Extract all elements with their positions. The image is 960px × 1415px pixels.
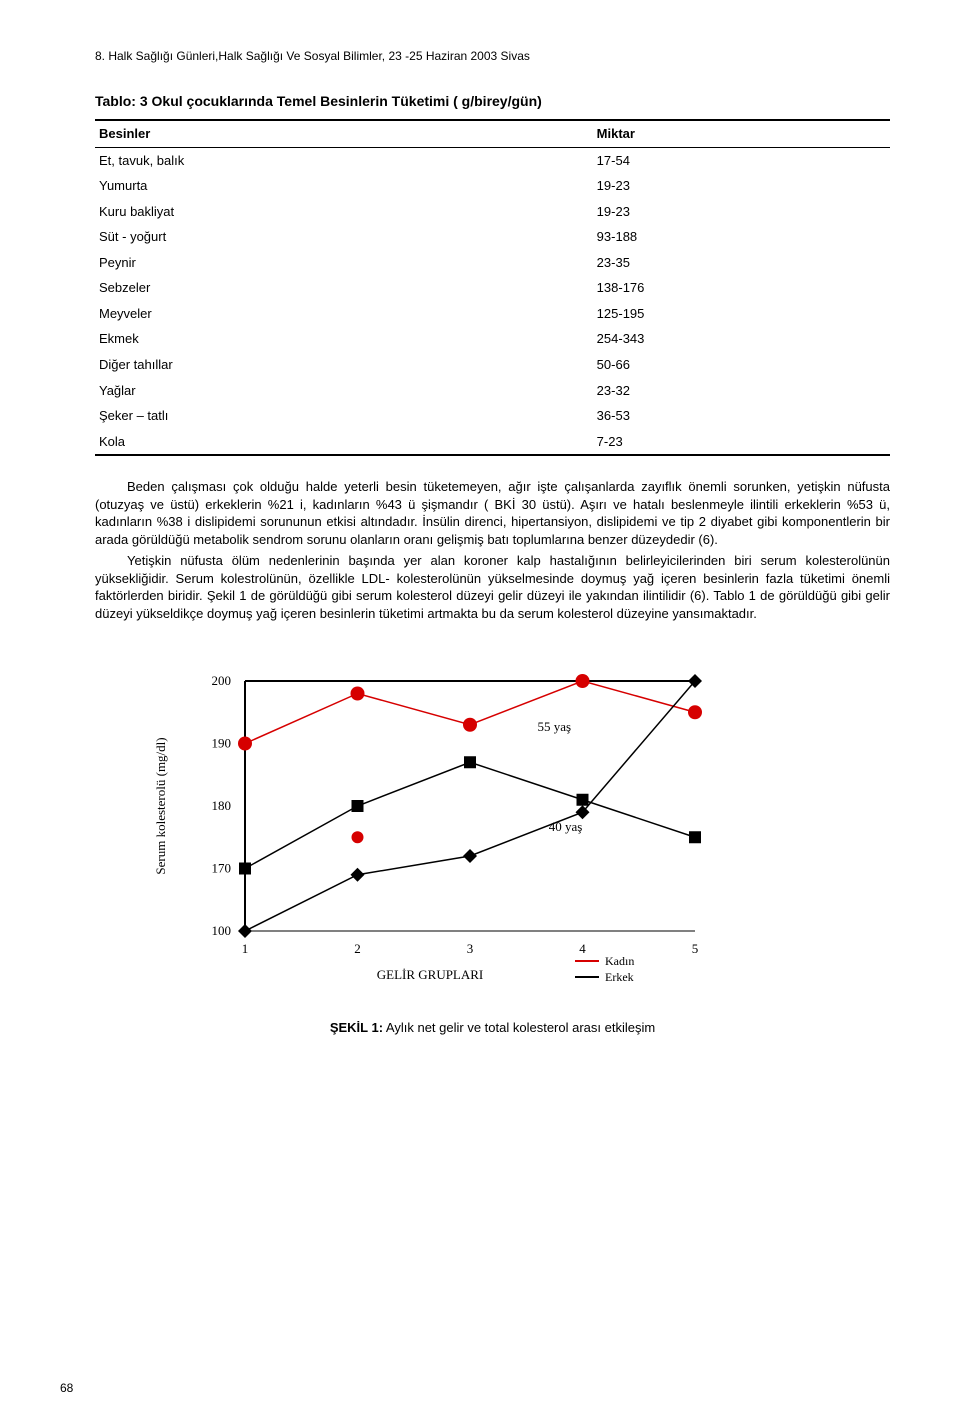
svg-text:1: 1: [242, 941, 249, 956]
table-row: Sebzeler138-176: [95, 275, 890, 301]
svg-text:180: 180: [212, 798, 232, 813]
svg-text:200: 200: [212, 673, 232, 688]
cholesterol-chart: 100 170 180 190 200 1 2 3 4 5 Serum kolesterolü (m…: [115, 661, 715, 1001]
table-row: Ekmek254-343: [95, 326, 890, 352]
figure-caption-text: Aylık net gelir ve total kolesterol aras…: [383, 1020, 655, 1035]
table-row: Şeker – tatlı36-53: [95, 403, 890, 429]
svg-text:190: 190: [212, 735, 232, 750]
svg-text:Kadın: Kadın: [605, 954, 634, 968]
svg-text:55 yaş: 55 yaş: [538, 719, 572, 734]
paragraph-2: Yetişkin nüfusta ölüm nedenlerinin başın…: [95, 552, 890, 622]
svg-text:170: 170: [212, 860, 232, 875]
chart-container: 100 170 180 190 200 1 2 3 4 5 Serum kolesterolü (m…: [115, 661, 890, 1006]
svg-text:GELİR GRUPLARI: GELİR GRUPLARI: [377, 967, 484, 982]
table-row: Yumurta19-23: [95, 173, 890, 199]
table-caption: Tablo: 3 Okul çocuklarında Temel Besinle…: [95, 92, 890, 111]
table-row: Yağlar23-32: [95, 378, 890, 404]
svg-text:3: 3: [467, 941, 474, 956]
th-amount: Miktar: [593, 120, 890, 147]
table-row: Diğer tahıllar50-66: [95, 352, 890, 378]
table-row: Kola7-23: [95, 429, 890, 456]
table-row: Süt - yoğurt93-188: [95, 224, 890, 250]
page-header: 8. Halk Sağlığı Günleri,Halk Sağlığı Ve …: [95, 48, 890, 64]
table-row: Kuru bakliyat19-23: [95, 199, 890, 225]
figure-caption-label: ŞEKİL 1:: [330, 1020, 383, 1035]
svg-text:2: 2: [354, 941, 361, 956]
svg-text:5: 5: [692, 941, 699, 956]
page-number: 68: [60, 1380, 73, 1396]
figure-caption: ŞEKİL 1: Aylık net gelir ve total kolest…: [95, 1019, 890, 1037]
th-food: Besinler: [95, 120, 593, 147]
svg-text:100: 100: [212, 923, 232, 938]
svg-text:Erkek: Erkek: [605, 970, 634, 984]
svg-text:Serum kolesterolü (mg/dl): Serum kolesterolü (mg/dl): [153, 737, 168, 874]
paragraph-1: Beden çalışması çok olduğu halde yeterli…: [95, 478, 890, 548]
table-row: Meyveler125-195: [95, 301, 890, 327]
nutrition-table: Besinler Miktar Et, tavuk, balık17-54Yum…: [95, 119, 890, 456]
svg-text:40 yaş: 40 yaş: [549, 819, 583, 834]
table-row: Peynir23-35: [95, 250, 890, 276]
svg-text:4: 4: [579, 941, 586, 956]
table-row: Et, tavuk, balık17-54: [95, 147, 890, 173]
